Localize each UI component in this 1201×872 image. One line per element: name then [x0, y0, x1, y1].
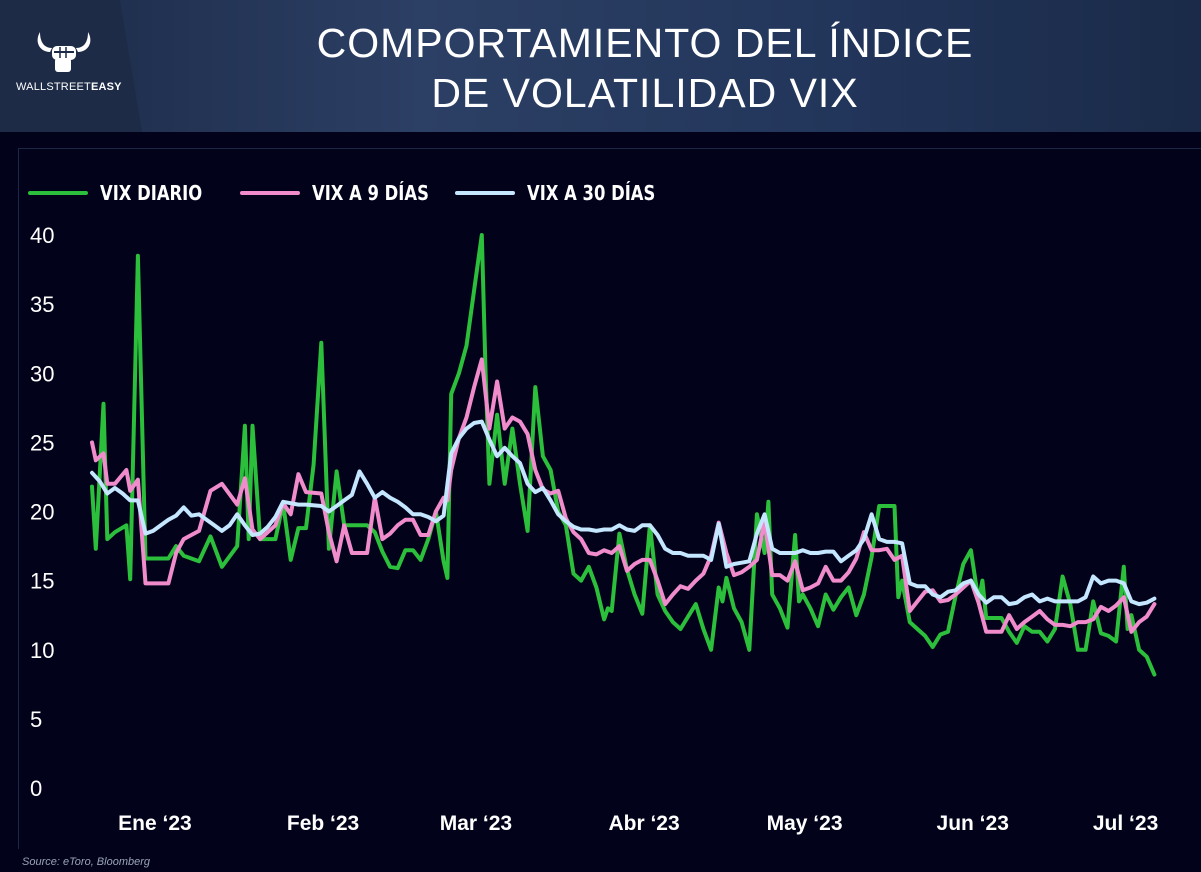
- x-tick-label-4: May ‘23: [767, 812, 843, 835]
- bull-fist-logo-icon: [37, 32, 91, 72]
- logo-wordmark: WALLSTREETEASY: [16, 81, 122, 93]
- y-tick-label-15: 15: [30, 569, 54, 594]
- series-line-vix-diario: [90, 233, 1157, 677]
- y-tick-label-40: 40: [30, 223, 54, 248]
- header-bar: WALLSTREETEASY COMPORTAMIENTO DEL ÍNDICE…: [0, 0, 1201, 132]
- x-tick-label-1: Feb ‘23: [287, 812, 359, 835]
- series-line-vix-a-30-d-as: [90, 419, 1157, 607]
- x-tick-label-5: Jun ‘23: [937, 812, 1009, 835]
- page-title: COMPORTAMIENTO DEL ÍNDICE DE VOLATILIDAD…: [230, 18, 1060, 118]
- series-line-vix-a-9-d-as: [90, 357, 1157, 634]
- x-tick-label-0: Ene ‘23: [118, 812, 192, 835]
- x-tick-label-3: Abr ‘23: [608, 812, 679, 835]
- source-note: Source: eToro, Bloomberg: [22, 856, 150, 868]
- legend-item-vix-30: VIX A 30 DÍAS: [455, 178, 683, 208]
- legend-swatch-vix-diario: [28, 191, 88, 195]
- x-tick-label-2: Mar ‘23: [440, 812, 512, 835]
- legend-swatch-vix-9: [240, 191, 300, 195]
- x-tick-label-6: Jul ‘23: [1093, 812, 1158, 835]
- y-tick-label-5: 5: [30, 707, 42, 732]
- logo-panel: WALLSTREETEASY: [0, 0, 142, 132]
- title-line-2: DE VOLATILIDAD VIX: [431, 70, 859, 116]
- legend-label-vix-30: VIX A 30 DÍAS: [527, 181, 656, 205]
- legend-label-vix-diario: VIX DIARIO: [100, 181, 203, 205]
- y-tick-label-20: 20: [30, 500, 54, 525]
- y-tick-label-35: 35: [30, 292, 54, 317]
- legend-swatch-vix-30: [455, 191, 515, 195]
- chart-panel: [18, 148, 1201, 849]
- legend-item-vix-diario: VIX DIARIO: [28, 178, 225, 208]
- legend-label-vix-9: VIX A 9 DÍAS: [312, 181, 429, 205]
- y-tick-label-10: 10: [30, 638, 54, 663]
- y-tick-label-0: 0: [30, 776, 42, 801]
- title-line-1: COMPORTAMIENTO DEL ÍNDICE: [316, 20, 974, 66]
- legend-item-vix-9: VIX A 9 DÍAS: [240, 178, 455, 208]
- y-tick-label-25: 25: [30, 430, 54, 455]
- y-tick-label-30: 30: [30, 361, 54, 386]
